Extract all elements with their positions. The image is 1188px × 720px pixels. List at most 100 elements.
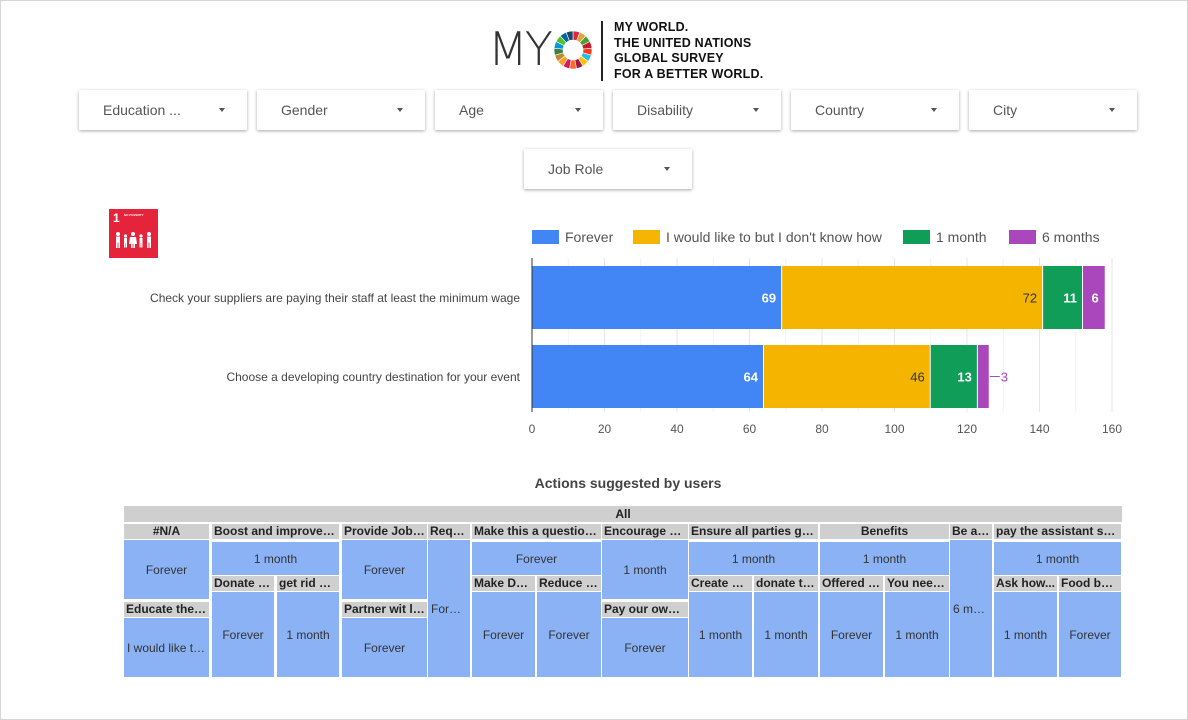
- treemap-cell[interactable]: 1 month: [689, 592, 752, 677]
- treemap-group-header[interactable]: get rid of...: [277, 576, 339, 591]
- treemap-label: 1 month: [286, 627, 330, 642]
- filter-age[interactable]: Age: [435, 90, 603, 130]
- filter-education[interactable]: Education ...: [79, 90, 247, 130]
- sdg-goal-1-badge: 1 NO POVERTY: [109, 209, 158, 258]
- treemap-group-header[interactable]: Pay our own st...: [602, 602, 688, 617]
- treemap-cell[interactable]: Forever: [342, 618, 427, 677]
- x-tick-label: 100: [884, 422, 904, 436]
- treemap-label: Partner wit loc...: [344, 602, 425, 616]
- bar-segment[interactable]: [1083, 266, 1105, 329]
- treemap-group-header[interactable]: Boost and improve Ed...: [212, 524, 339, 539]
- treemap-cell[interactable]: 1 month: [689, 542, 818, 575]
- treemap-cell[interactable]: 1 month: [602, 540, 688, 599]
- bar-data-label: 46: [910, 370, 924, 385]
- x-tick-label: 20: [598, 422, 612, 436]
- treemap-label: 1 month: [623, 562, 667, 577]
- treemap-cell[interactable]: Forever: [472, 542, 601, 575]
- treemap-group-header[interactable]: You need t...: [885, 576, 949, 591]
- treemap-cell[interactable]: 6 mon...: [950, 540, 992, 677]
- treemap-group-header[interactable]: pay the assistant staff...: [994, 524, 1121, 539]
- treemap-label: 6 mon...: [953, 601, 989, 616]
- legend-swatch: [633, 230, 660, 244]
- bar-segment[interactable]: [782, 266, 1043, 329]
- treemap-cell[interactable]: 1 month: [994, 542, 1121, 575]
- bar-segment[interactable]: [930, 345, 977, 408]
- treemap-cell[interactable]: Forever: [472, 592, 535, 677]
- treemap-group-header[interactable]: Educate the e...: [124, 602, 209, 617]
- treemap-group-header[interactable]: donate to...: [754, 576, 818, 591]
- treemap-group-header[interactable]: Reque...: [428, 524, 470, 539]
- treemap-label: Forever: [363, 562, 406, 577]
- treemap-cell[interactable]: 1 month: [277, 592, 339, 677]
- treemap-label: Boost and improve Ed...: [214, 524, 337, 538]
- treemap-group-header[interactable]: Create a c...: [689, 576, 752, 591]
- treemap-group-header[interactable]: Ask how...: [994, 576, 1057, 591]
- logo-tagline-line: THE UNITED NATIONS: [614, 35, 752, 50]
- treemap-cell[interactable]: 1 month: [820, 542, 949, 575]
- treemap-group-header[interactable]: Be aw...: [950, 524, 992, 539]
- filter-city[interactable]: City: [969, 90, 1137, 130]
- treemap-group-header[interactable]: Partner wit loc...: [342, 602, 427, 617]
- treemap-label: Forever: [222, 627, 264, 642]
- treemap-cell[interactable]: Forever: [428, 540, 470, 677]
- bar-segment[interactable]: [1043, 266, 1082, 329]
- treemap-group-header[interactable]: Provide Job o...: [342, 524, 427, 539]
- filter-country[interactable]: Country: [791, 90, 959, 130]
- treemap-group-header[interactable]: Offered w...: [820, 576, 883, 591]
- treemap-cell[interactable]: Forever: [537, 592, 601, 677]
- treemap-group-header[interactable]: Benefits: [820, 524, 949, 539]
- bar-segment[interactable]: [532, 266, 782, 329]
- logo-tagline-line: FOR A BETTER WORLD.: [614, 66, 764, 81]
- treemap-group-header[interactable]: Encourage clie...: [602, 524, 688, 539]
- treemap-group-header[interactable]: #N/A: [124, 524, 209, 539]
- treemap-group-header[interactable]: Food bank...: [1059, 576, 1121, 591]
- x-tick-label: 80: [815, 422, 829, 436]
- legend-item-6-months[interactable]: 6 months: [1009, 228, 1100, 246]
- filter-disability[interactable]: Disability: [613, 90, 781, 130]
- treemap-cell[interactable]: Forever: [212, 592, 274, 677]
- treemap-cell[interactable]: Forever: [820, 592, 883, 677]
- bar-segment[interactable]: [977, 345, 989, 408]
- treemap-label: Ensure all parties get e...: [691, 524, 816, 538]
- bar-segment[interactable]: [764, 345, 930, 408]
- treemap-group-header[interactable]: Make Don...: [472, 576, 535, 591]
- treemap-label: I would like to...: [127, 640, 206, 655]
- filter-label: Education ...: [103, 102, 181, 118]
- treemap-cell[interactable]: Forever: [124, 540, 209, 599]
- bar-segment[interactable]: [532, 345, 763, 408]
- legend-item-forever[interactable]: Forever: [532, 228, 613, 246]
- treemap-cell[interactable]: I would like to...: [124, 618, 209, 677]
- treemap-cell[interactable]: 1 month: [885, 592, 949, 677]
- treemap-group-header[interactable]: Make this a question w...: [472, 524, 601, 539]
- treemap-group-header[interactable]: Donate m...: [212, 576, 274, 591]
- treemap-group-header[interactable]: Reduce or...: [537, 576, 601, 591]
- bar-data-label: 72: [1023, 291, 1037, 306]
- filter-label: Gender: [281, 102, 328, 118]
- caret-down-icon: [664, 167, 670, 171]
- treemap-label: Benefits: [860, 524, 909, 538]
- treemap-label: 1 month: [1035, 551, 1080, 566]
- treemap-label: Donate m...: [214, 576, 272, 590]
- legend-item-1-month[interactable]: 1 month: [903, 228, 987, 246]
- treemap-label: 1 month: [1003, 627, 1048, 642]
- treemap-label: Make Don...: [474, 576, 533, 590]
- x-tick-label: 120: [957, 422, 977, 436]
- filter-job-role[interactable]: Job Role: [524, 149, 692, 189]
- filter-gender[interactable]: Gender: [257, 90, 425, 130]
- caret-down-icon: [575, 108, 581, 112]
- treemap-cell[interactable]: 1 month: [754, 592, 818, 677]
- treemap-cell[interactable]: 1 month: [994, 592, 1057, 677]
- treemap-cell[interactable]: Forever: [602, 618, 688, 677]
- treemap-label: Forever: [1069, 627, 1111, 642]
- treemap-cell[interactable]: Forever: [342, 540, 427, 599]
- filter-label: Job Role: [548, 161, 604, 177]
- treemap-cell[interactable]: 1 month: [212, 542, 339, 575]
- bar-data-label: 64: [744, 370, 759, 385]
- treemap-group-header[interactable]: Ensure all parties get e...: [689, 524, 818, 539]
- treemap-cell[interactable]: Forever: [1059, 592, 1121, 677]
- x-tick-label: 60: [743, 422, 757, 436]
- treemap-label: Create a c...: [691, 576, 750, 590]
- bar-data-label: 6: [1092, 291, 1099, 306]
- treemap-root-header[interactable]: All: [124, 506, 1122, 522]
- legend-item-would-like[interactable]: I would like to but I don't know how: [633, 228, 882, 246]
